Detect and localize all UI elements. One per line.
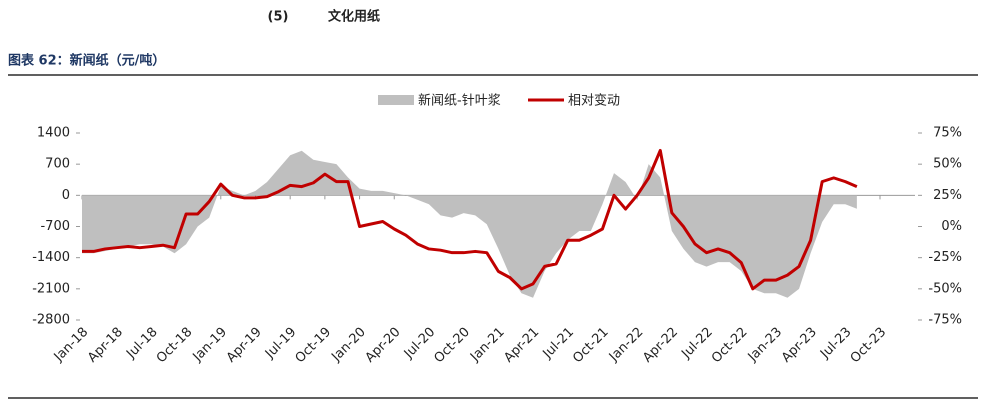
x-tick-label: Oct-22	[709, 325, 751, 367]
y-tick-label: -2800	[32, 313, 70, 328]
x-tick-label: Jan-20	[328, 325, 369, 366]
x-tick-label: Oct-21	[570, 325, 612, 367]
y2-tick-label: -75%	[928, 313, 962, 328]
x-tick-label: Apr-19	[224, 325, 265, 366]
x-tick-label: Oct-18	[154, 325, 196, 367]
x-tick-label: Apr-21	[501, 325, 542, 366]
x-tick-label: Apr-23	[779, 325, 820, 366]
y-tick-label: -700	[40, 219, 70, 234]
x-tick-label: Oct-23	[848, 325, 890, 367]
x-tick-label: Jan-21	[467, 325, 508, 366]
legend-label: 相对变动	[568, 93, 620, 109]
y-tick-label: 0	[62, 188, 70, 203]
y2-tick-label: 0%	[941, 219, 962, 234]
line	[82, 148, 858, 291]
y2-tick-label: 50%	[933, 157, 962, 172]
x-tick-label: Oct-19	[293, 325, 335, 367]
x-tick-label: Jan-18	[51, 325, 92, 366]
y2-tick-label: 75%	[933, 126, 962, 141]
y-tick-label: -1400	[32, 250, 70, 265]
y-tick-label: 1400	[37, 126, 70, 141]
y-tick-label: -2100	[32, 281, 70, 296]
y2-tick-label: -50%	[928, 281, 962, 296]
section-title: 文化用纸	[328, 9, 380, 25]
x-tick-label: Jan-19	[190, 325, 231, 366]
legend-label: 新闻纸-针叶浆	[418, 93, 501, 109]
section-number: (5)	[268, 10, 289, 25]
x-tick-label: Apr-18	[85, 325, 126, 366]
figure-caption: 图表 62：新闻纸（元/吨）	[8, 53, 165, 69]
x-tick-label: Oct-20	[431, 325, 473, 367]
legend-swatch	[378, 95, 414, 105]
area	[82, 150, 857, 298]
y-tick-label: 700	[45, 157, 70, 172]
x-tick-label: Jan-23	[745, 325, 786, 366]
x-tick-label: Jan-22	[606, 325, 647, 366]
y2-tick-label: 25%	[933, 188, 962, 203]
x-tick-label: Apr-20	[363, 325, 404, 366]
x-tick-label: Apr-22	[640, 325, 681, 366]
y2-tick-label: -25%	[928, 250, 962, 265]
